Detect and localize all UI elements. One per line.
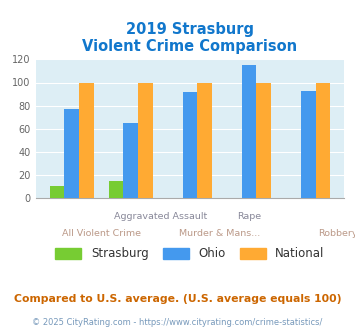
Legend: Strasburg, Ohio, National: Strasburg, Ohio, National (51, 243, 329, 265)
Text: © 2025 CityRating.com - https://www.cityrating.com/crime-statistics/: © 2025 CityRating.com - https://www.city… (32, 318, 323, 327)
Bar (50, 186, 64, 198)
Bar (109, 181, 124, 198)
Bar (197, 82, 212, 198)
Bar (242, 65, 256, 198)
Title: 2019 Strasburg
Violent Crime Comparison: 2019 Strasburg Violent Crime Comparison (82, 22, 297, 54)
Bar (182, 92, 197, 198)
Bar (64, 109, 79, 198)
Text: Robbery: Robbery (318, 229, 355, 238)
Text: Rape: Rape (237, 212, 261, 221)
Text: Aggravated Assault: Aggravated Assault (114, 212, 207, 221)
Bar (301, 91, 316, 198)
Bar (138, 82, 153, 198)
Text: Murder & Mans...: Murder & Mans... (179, 229, 260, 238)
Text: Compared to U.S. average. (U.S. average equals 100): Compared to U.S. average. (U.S. average … (14, 294, 341, 304)
Bar (79, 82, 94, 198)
Bar (316, 82, 330, 198)
Bar (256, 82, 271, 198)
Bar (124, 123, 138, 198)
Text: All Violent Crime: All Violent Crime (62, 229, 141, 238)
